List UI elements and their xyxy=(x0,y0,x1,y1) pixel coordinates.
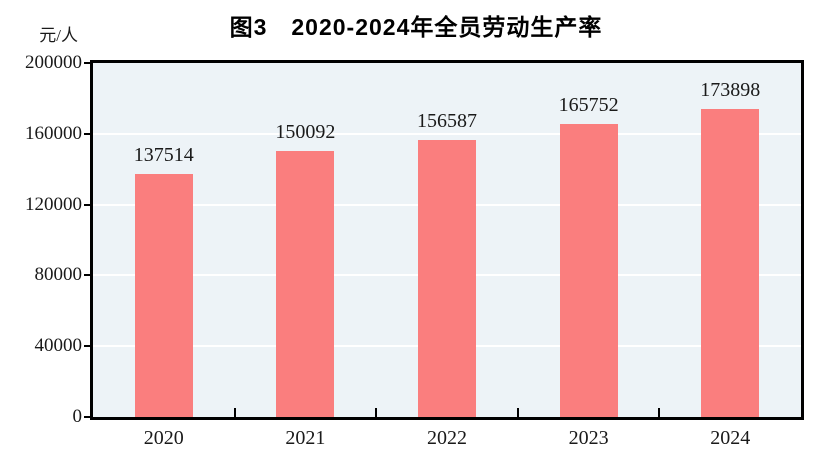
bar xyxy=(701,109,760,417)
y-tick-mark xyxy=(84,416,91,418)
y-tick-mark xyxy=(84,274,91,277)
x-tick-label: 2020 xyxy=(143,427,184,449)
bar-value-label: 137514 xyxy=(133,143,194,166)
x-axis-boundary-tick xyxy=(516,408,519,417)
bar-value-label: 165752 xyxy=(558,93,619,116)
y-tick-label: 40000 xyxy=(34,335,83,357)
y-tick-mark xyxy=(84,345,91,348)
y-axis-unit-label: 元/人 xyxy=(39,26,78,45)
y-tick-mark xyxy=(84,62,91,64)
y-tick-mark xyxy=(84,203,91,206)
x-axis-boundary-tick xyxy=(233,408,236,417)
bar xyxy=(276,151,335,417)
y-tick-label: 80000 xyxy=(34,264,83,286)
x-tick-label: 2021 xyxy=(285,427,326,449)
y-tick-label: 200000 xyxy=(25,52,82,73)
gridline xyxy=(93,132,801,135)
bar-value-label: 156587 xyxy=(417,109,477,132)
x-tick-label: 2023 xyxy=(568,427,609,449)
bar xyxy=(559,123,618,417)
bar xyxy=(418,139,476,417)
x-axis-boundary-tick xyxy=(375,408,378,417)
x-tick-label: 2022 xyxy=(427,427,467,449)
x-axis-boundary-tick xyxy=(658,408,661,417)
bar-value-label: 173898 xyxy=(700,79,761,102)
y-tick-mark xyxy=(84,132,91,135)
bar-value-label: 150092 xyxy=(275,121,336,144)
y-tick-label: 0 xyxy=(72,406,83,427)
bar xyxy=(134,173,193,417)
y-tick-label: 120000 xyxy=(25,193,82,215)
chart-title: 图3 2020-2024年全员劳动生产率 xyxy=(229,14,603,40)
plot-area: 137514 150092 156587 165752 173898 xyxy=(90,60,804,420)
x-tick-label: 2024 xyxy=(710,427,751,449)
y-tick-label: 160000 xyxy=(25,122,82,144)
